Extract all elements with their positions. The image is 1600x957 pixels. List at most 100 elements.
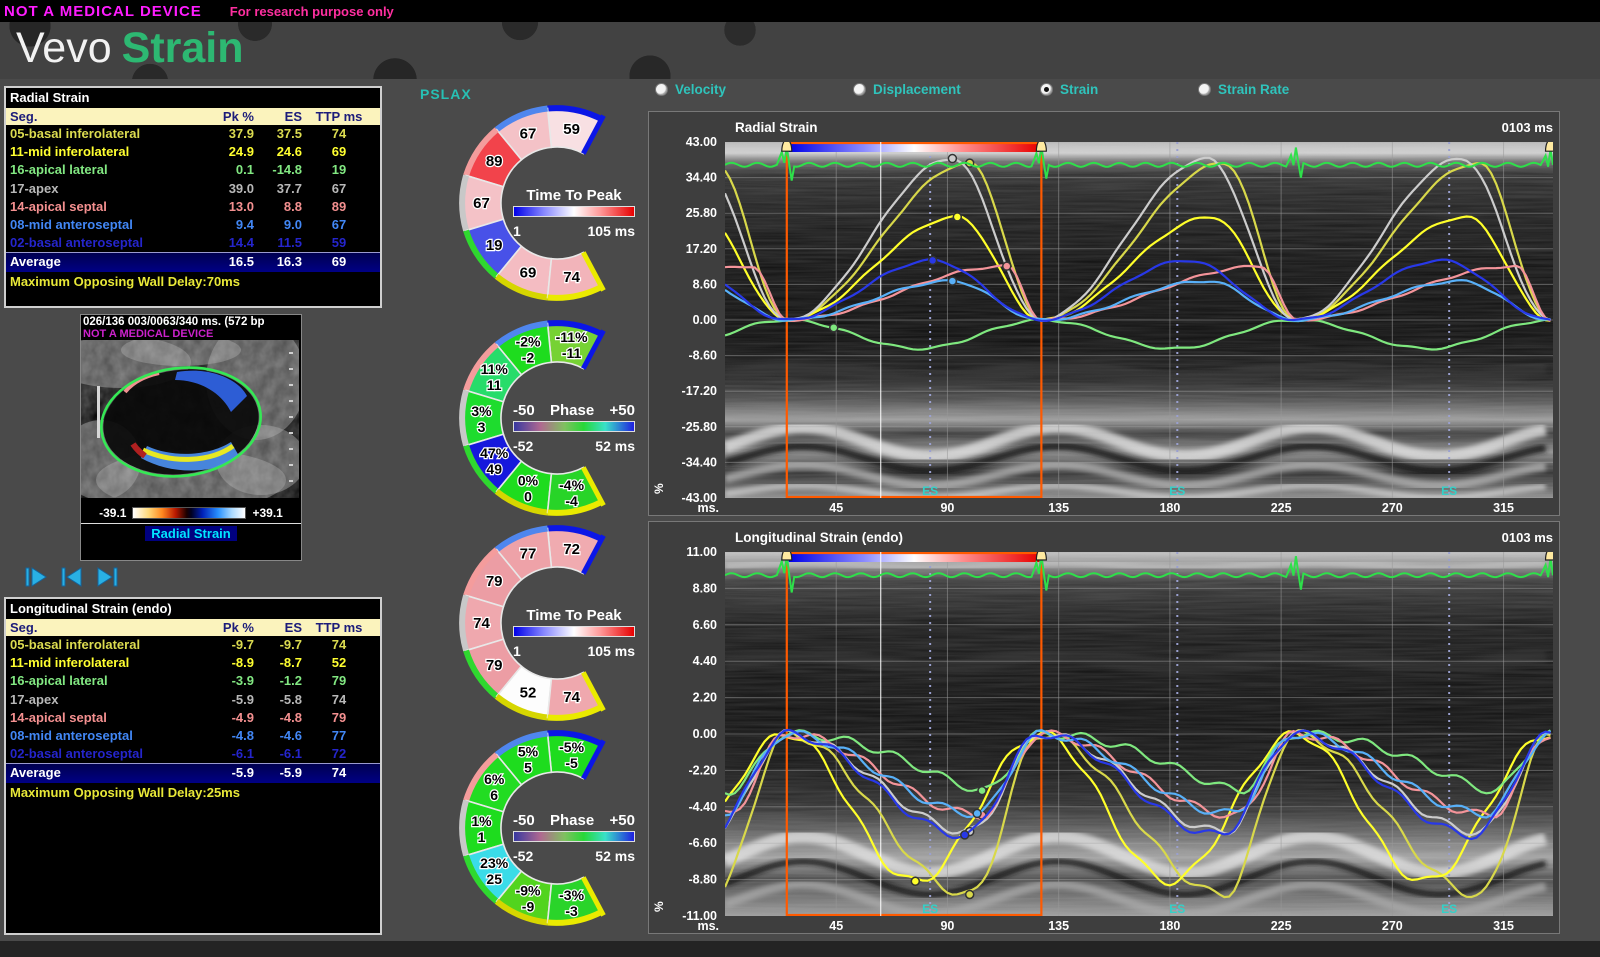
segment-rim: [459, 389, 469, 447]
segment-row: 17-apex 39.0 37.7 67: [6, 180, 380, 198]
segment-row: 05-basal inferolateral -9.7 -9.7 74: [6, 636, 380, 654]
pk-value: 9.4: [235, 216, 254, 232]
peak-marker: [959, 830, 970, 840]
legend-min: -52: [513, 438, 534, 454]
y-axis-unit: %: [652, 901, 666, 912]
segment-rim: [463, 649, 499, 699]
seg-name: 17-apex: [10, 180, 59, 196]
y-tick-label: -8.60: [689, 349, 718, 363]
x-tick-label: 225: [1271, 919, 1292, 933]
research-banner: NOT A MEDICAL DEVICE For research purpos…: [0, 0, 1600, 22]
segment-rim: [547, 730, 603, 747]
column-header: Pk %: [222, 109, 254, 124]
legend-range: -52 52 ms: [513, 438, 635, 454]
skip-forward-icon: [97, 567, 118, 587]
pk-value: -6.1: [231, 746, 254, 762]
play-button[interactable]: [24, 566, 50, 588]
segment-value: 89: [486, 153, 503, 170]
previous-frame-button[interactable]: [59, 566, 85, 588]
mode-velocity[interactable]: Velocity: [655, 82, 726, 97]
pk-value: -4.8: [231, 727, 254, 743]
segment-map-svg: -11%-11 -2%-2 11%11 3%3 47%49 0%0 -4%-4: [459, 320, 606, 516]
x-axis-unit: ms.: [697, 919, 719, 933]
mode-strain-rate[interactable]: Strain Rate: [1198, 82, 1289, 97]
not-medical-device-label: NOT A MEDICAL DEVICE: [4, 2, 202, 20]
segment-value: 23%: [480, 855, 509, 871]
es-label: ES: [922, 902, 938, 916]
segment-map-radial-time-to-peak: 59 67 89 67 19 69 74 Time To Peak 1 105 ms: [397, 103, 642, 308]
cine-mode-label: Radial Strain: [145, 525, 237, 541]
wall-delay-footer: Maximum Opposing Wall Delay:25ms: [10, 784, 240, 800]
segment-value: -3%: [559, 887, 584, 903]
es-value: 8.8: [283, 198, 302, 214]
rwave-marker-icon: [1035, 552, 1047, 561]
pk-value: 39.0: [228, 180, 254, 196]
segment-rim: [547, 499, 603, 516]
strain-curve-02-basal anteroseptal: [725, 258, 1551, 323]
rwave-marker-icon: [781, 552, 793, 561]
strain-curve-14-apical septal: [725, 264, 1552, 323]
segment-value: -3: [565, 903, 578, 919]
es-label: ES: [1441, 902, 1457, 916]
ttp-value: 67: [331, 216, 347, 232]
seg-name: 14-apical septal: [10, 198, 107, 214]
cine-frame-info: 026/136 003/0063/340 ms. (572 bp: [83, 316, 265, 328]
strain-curve-17-apex: [725, 729, 1551, 837]
segment-value: 0%: [518, 473, 539, 489]
ttp-value: 77: [331, 727, 347, 743]
ttp-value: 67: [331, 180, 347, 196]
segment-rim: [494, 525, 548, 553]
x-tick-label: 315: [1493, 501, 1514, 515]
app-header: Vevo Strain: [0, 22, 1600, 79]
table-title: Longitudinal Strain (endo): [10, 601, 172, 616]
segment-rim: [494, 899, 548, 926]
y-tick-label: -4.40: [689, 800, 718, 814]
pk-value: 37.9: [228, 126, 254, 141]
radial-strain-chart-panel[interactable]: Radial Strain 0103 ms 43.00 34.40 25.80 17.20…: [648, 111, 1560, 516]
y-tick-label: -34.40: [682, 455, 717, 469]
legend-min: 1: [513, 643, 521, 659]
strain-plot[interactable]: Radial Strain 0103 ms 43.00 34.40 25.80 17.20…: [649, 112, 1559, 515]
column-header: ES: [284, 109, 302, 124]
frame-time-label: 0103 ms: [1502, 530, 1553, 545]
ttp-value: 52: [331, 655, 347, 671]
legend-min: -52: [513, 848, 534, 864]
app-title-strain: Strain: [121, 24, 244, 72]
rwave-marker-icon: [1035, 142, 1047, 152]
segment-value: -9: [522, 899, 535, 915]
y-tick-label: 4.40: [693, 654, 717, 668]
table-title: Radial Strain: [10, 90, 90, 105]
segment-row: 14-apical septal 13.0 8.8 89: [6, 198, 380, 216]
y-tick-label: 0.00: [693, 313, 717, 327]
legend-max: 52 ms: [595, 438, 635, 454]
segment-map-longitudinal-phase: -5% -5 5% 5 6% 6 1% 1 23% 25 -9% -9 -3% -3 -50 Phase +50…: [397, 728, 642, 933]
segment-rim: [459, 174, 469, 232]
segment-rim: [459, 594, 469, 652]
segment-value: 1%: [471, 813, 492, 829]
y-tick-label: 8.80: [693, 581, 717, 595]
segment-rim: [547, 320, 603, 337]
x-axis-unit: ms.: [697, 501, 719, 515]
mode-strain[interactable]: Strain: [1040, 82, 1098, 97]
segment-value: -9%: [516, 883, 541, 899]
ecg-trace: [725, 554, 1553, 593]
seg-name: 17-apex: [10, 691, 59, 707]
strain-curve-17-apex: [725, 156, 1551, 323]
ultrasound-image: [51, 320, 306, 510]
segment-rim: [463, 342, 499, 392]
segment-value: -4: [565, 493, 578, 509]
strain-curve-08-mid anteroseptal: [725, 278, 1551, 323]
seg-name: 02-basal anteroseptal: [10, 235, 143, 251]
es-label: ES: [1169, 484, 1185, 498]
legend-max: 105 ms: [587, 643, 635, 659]
mode-displacement[interactable]: Displacement: [853, 82, 961, 97]
peak-marker: [927, 255, 938, 266]
segment-value: 72: [563, 541, 580, 558]
radio-button-icon: [1198, 83, 1211, 96]
strain-plot[interactable]: Longitudinal Strain (endo) 0103 ms 11.00 8.…: [649, 522, 1559, 933]
longitudinal-strain-chart-panel[interactable]: Longitudinal Strain (endo) 0103 ms 11.00 8.…: [648, 521, 1560, 934]
next-frame-button[interactable]: [94, 566, 120, 588]
segment-value: -2%: [516, 333, 541, 349]
es-value: -6.1: [279, 746, 302, 762]
rwave-marker-icon: [781, 142, 793, 152]
